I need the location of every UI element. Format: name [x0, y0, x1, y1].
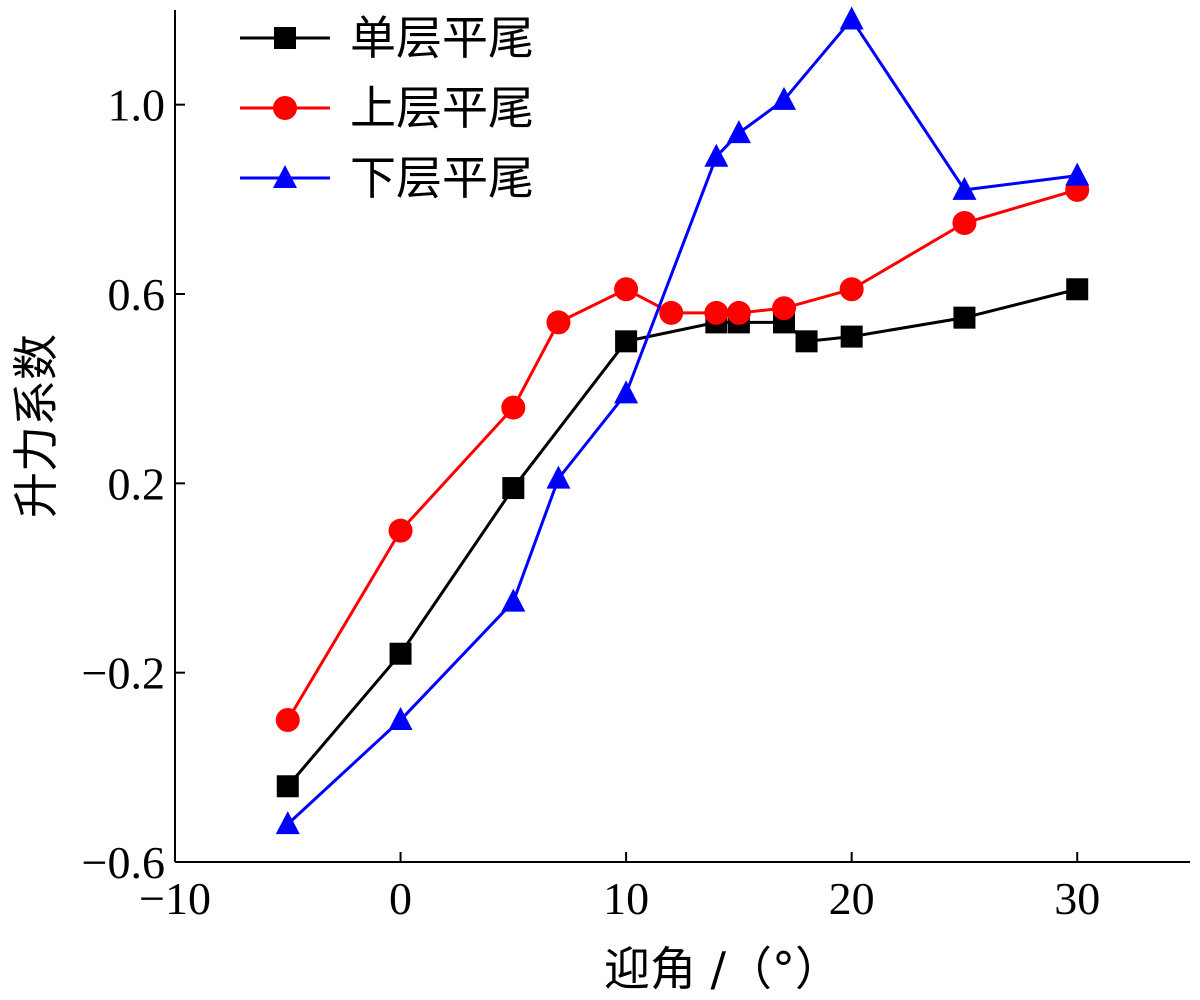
x-tick-label: 10	[603, 873, 649, 924]
legend-marker	[273, 96, 297, 120]
data-point	[502, 477, 525, 500]
legend-marker	[273, 165, 297, 188]
data-point	[614, 380, 639, 404]
series-2	[275, 177, 1090, 732]
y-tick-label: −0.2	[82, 648, 165, 699]
x-tick-label: −10	[139, 873, 211, 924]
data-point	[501, 395, 526, 420]
data-point	[952, 176, 977, 200]
axes: −10 0 10 20 30 −0.6 −0.2 0.2 0.6 1.0	[82, 10, 1190, 924]
data-point	[659, 300, 684, 325]
y-tick-label: 0.6	[108, 269, 166, 320]
legend-label: 单层平尾	[350, 11, 534, 65]
data-point	[704, 143, 729, 167]
y-tick-label: 1.0	[108, 80, 166, 131]
y-tick-label: −0.6	[82, 837, 165, 888]
data-point	[953, 306, 976, 329]
series-line	[286, 188, 1078, 721]
data-point	[772, 296, 796, 321]
legend-item: 上层平尾	[240, 81, 534, 135]
data-point	[276, 775, 299, 798]
x-tick-label: 0	[389, 873, 412, 924]
data-point	[795, 330, 818, 353]
data-point	[839, 277, 864, 302]
data-point	[275, 708, 300, 732]
data-point	[615, 330, 638, 353]
series-line	[286, 16, 1078, 826]
y-tick-label: 0.2	[108, 458, 166, 509]
x-tick-label: 30	[1054, 873, 1100, 924]
data-point	[839, 6, 864, 30]
data-point	[840, 325, 863, 348]
data-point	[614, 277, 639, 302]
legend-item: 下层平尾	[240, 151, 534, 205]
data-point	[952, 211, 977, 235]
legend-label: 下层平尾	[350, 151, 534, 205]
data-point	[772, 86, 796, 110]
series-layer	[275, 6, 1090, 835]
y-axis-title: 升力系数	[9, 334, 63, 518]
data-point	[1066, 278, 1089, 301]
data-point	[1065, 162, 1090, 186]
legend-label: 上层平尾	[350, 81, 534, 135]
data-point	[726, 300, 751, 325]
legend-marker	[274, 27, 296, 49]
data-point	[546, 310, 571, 335]
data-point	[726, 120, 751, 144]
data-point	[704, 300, 729, 325]
data-point	[389, 642, 412, 665]
data-point	[388, 707, 413, 730]
data-point	[501, 588, 526, 612]
x-axis-title: 迎角 /（°）	[604, 942, 841, 996]
data-point	[388, 518, 413, 543]
data-point	[275, 811, 300, 835]
data-point	[546, 465, 571, 489]
legend-item: 单层平尾	[240, 11, 534, 65]
series-3	[275, 6, 1090, 835]
x-tick-label: 20	[829, 873, 875, 924]
